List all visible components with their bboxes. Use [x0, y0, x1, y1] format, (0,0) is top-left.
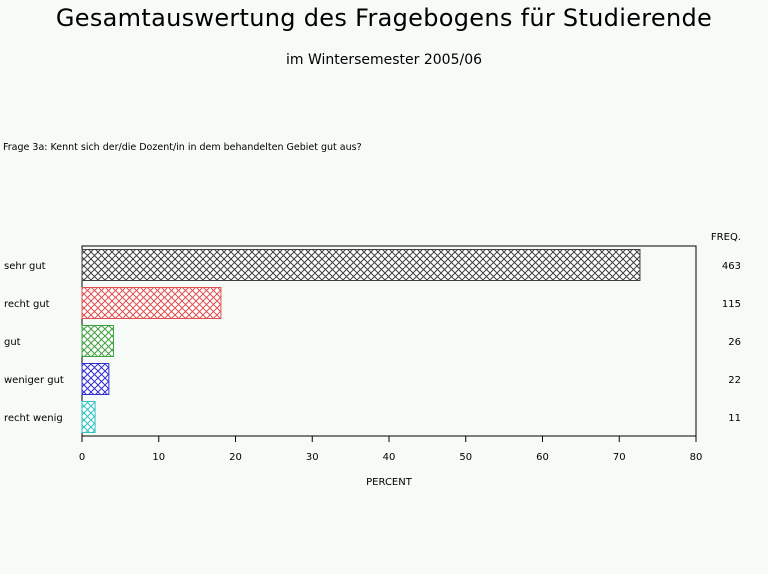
x-tick-label: 80	[690, 452, 703, 463]
x-tick-label: 40	[383, 452, 396, 463]
x-tick-label: 60	[536, 452, 549, 463]
category-label: recht gut	[4, 299, 50, 310]
x-tick-label: 0	[79, 452, 85, 463]
freq-value: 463	[722, 261, 741, 272]
x-tick-label: 20	[229, 452, 242, 463]
freq-value: 22	[728, 375, 741, 386]
bar-3	[81, 325, 114, 357]
bar-1	[81, 249, 641, 281]
x-axis-title: PERCENT	[366, 477, 413, 488]
bar-2	[81, 287, 222, 319]
chart-title: Gesamtauswertung des Fragebogens für Stu…	[55, 4, 713, 32]
bar-5	[81, 401, 96, 433]
freq-value: 26	[728, 337, 741, 348]
x-tick-label: 10	[152, 452, 165, 463]
category-label: gut	[4, 337, 21, 348]
category-label: recht wenig	[4, 413, 63, 424]
category-label: sehr gut	[4, 261, 46, 272]
chart-subtitle: im Wintersemester 2005/06	[285, 52, 483, 68]
question-text: Frage 3a: Kennt sich der/die Dozent/in i…	[3, 142, 362, 153]
freq-header: FREQ.	[711, 232, 741, 243]
freq-value: 11	[728, 413, 741, 424]
bar-4	[81, 363, 110, 395]
x-tick-label: 30	[306, 452, 319, 463]
x-tick-label: 50	[459, 452, 472, 463]
category-label: weniger gut	[4, 375, 64, 386]
x-tick-label: 70	[613, 452, 626, 463]
freq-value: 115	[722, 299, 741, 310]
